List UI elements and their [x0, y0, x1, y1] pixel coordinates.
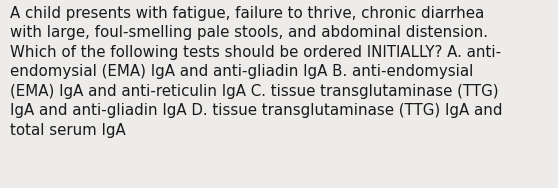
Text: A child presents with fatigue, failure to thrive, chronic diarrhea
with large, f: A child presents with fatigue, failure t… [10, 6, 503, 138]
